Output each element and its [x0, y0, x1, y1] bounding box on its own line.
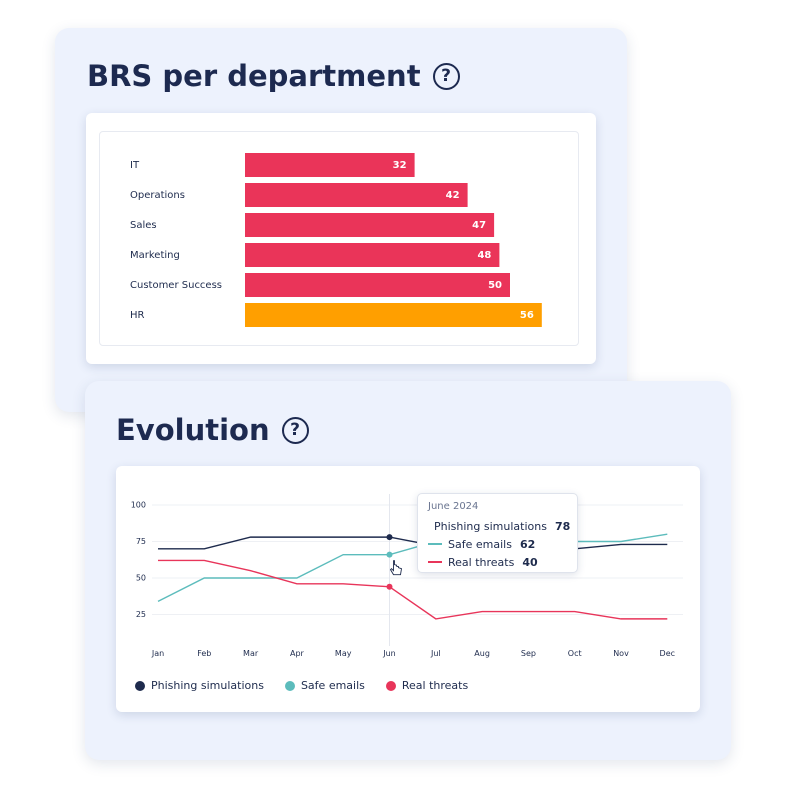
- bar-value-customer-success: 50: [488, 280, 502, 291]
- legend-label-threats: Real threats: [401, 679, 469, 692]
- bar-label-it: IT: [130, 160, 140, 171]
- x-tick-label-dec: Dec: [660, 649, 675, 658]
- series-line-threats: [158, 559, 668, 620]
- bar-operations: [245, 183, 468, 207]
- x-tick-label-aug: Aug: [474, 649, 490, 658]
- x-tick-label-mar: Mar: [243, 649, 259, 658]
- bar-value-it: 32: [393, 160, 407, 171]
- tooltip-swatch-threats: [428, 561, 442, 563]
- y-tick-label-75: 75: [136, 537, 146, 546]
- x-tick-label-oct: Oct: [568, 649, 582, 658]
- legend-item-safe[interactable]: Safe emails: [284, 679, 365, 692]
- legend-dot-phishing: [135, 680, 145, 691]
- bar-label-operations: Operations: [130, 190, 185, 201]
- x-tick-label-jun: Jun: [382, 649, 396, 658]
- bar-sales: [245, 213, 495, 237]
- hover-point-safe: [386, 551, 393, 558]
- legend-label-phishing: Phishing simulations: [151, 679, 264, 692]
- y-tick-label-25: 25: [136, 610, 146, 619]
- bar-customer-success: [245, 273, 510, 297]
- brs-chart-frame: IT 32 Operations 42 Sales 47 Marketing 48 Custom…: [99, 131, 579, 346]
- brs-panel: BRS per department ? IT 32 Operations 42 Sal…: [55, 28, 627, 412]
- brs-bar-chart: IT 32 Operations 42 Sales 47 Marketing 48 Custom…: [130, 153, 542, 327]
- tooltip-value-safe: 62: [519, 537, 536, 551]
- bar-hr: [245, 303, 542, 327]
- brs-chart-card: IT 32 Operations 42 Sales 47 Marketing 48 Custom…: [86, 113, 596, 364]
- brs-title-text: BRS per department: [87, 59, 421, 93]
- bar-value-hr: 56: [520, 310, 534, 321]
- tooltip-value-threats: 40: [522, 555, 538, 569]
- hover-point-phishing: [386, 534, 393, 541]
- y-tick-label-50: 50: [136, 574, 146, 583]
- series-line-phishing: [158, 536, 668, 551]
- evolution-panel-title: Evolution ?: [116, 413, 309, 447]
- legend-label-safe: Safe emails: [300, 679, 365, 692]
- chart-legend: Phishing simulations Safe emails Real th…: [135, 679, 489, 692]
- tooltip-label-threats: Real threats: [448, 555, 515, 569]
- x-tick-label-jan: Jan: [151, 649, 164, 658]
- help-icon[interactable]: ?: [281, 416, 309, 444]
- legend-item-threats[interactable]: Real threats: [385, 679, 469, 692]
- bar-value-marketing: 48: [477, 250, 491, 261]
- evolution-line-chart: 25 50 75 100 Jan Feb Mar Apr May Jun Jul Aug Sep Oct N…: [131, 494, 683, 658]
- tooltip-label-phishing: Phishing simulations: [434, 519, 547, 533]
- x-tick-label-jul: Jul: [430, 649, 441, 658]
- bar-value-sales: 47: [472, 220, 486, 231]
- bar-label-sales: Sales: [130, 220, 157, 231]
- x-tick-label-feb: Feb: [197, 649, 211, 658]
- evolution-chart-card: 25 50 75 100 Jan Feb Mar Apr May Jun Jul Aug Sep Oct N…: [116, 466, 700, 712]
- hover-point-threats: [386, 583, 393, 590]
- tooltip-value-phishing: 78: [554, 519, 571, 533]
- bar-label-hr: HR: [130, 310, 145, 321]
- legend-item-phishing[interactable]: Phishing simulations: [135, 679, 264, 692]
- series-line-safe: [157, 533, 668, 602]
- evolution-title-text: Evolution: [116, 413, 270, 447]
- pointer-cursor-icon: [389, 560, 403, 576]
- legend-dot-safe: [284, 680, 295, 691]
- brs-panel-title: BRS per department ?: [87, 59, 460, 93]
- tooltip-row-threats: Real threats 40: [428, 553, 567, 571]
- help-icon[interactable]: ?: [432, 62, 460, 90]
- bar-value-operations: 42: [446, 190, 460, 201]
- tooltip-title: June 2024: [428, 501, 479, 512]
- tooltip-swatch-safe: [428, 543, 442, 545]
- chart-tooltip: June 2024 Phishing simulations 78 Safe e…: [417, 493, 578, 573]
- tooltip-row-safe: Safe emails 62: [428, 535, 567, 553]
- tooltip-label-safe: Safe emails: [448, 537, 512, 551]
- x-tick-label-may: May: [335, 649, 352, 658]
- evolution-panel: Evolution ? 25 50 75 100 Jan Feb Mar Apr May Jun J…: [85, 381, 731, 760]
- bar-label-marketing: Marketing: [130, 250, 180, 261]
- bar-label-customer-success: Customer Success: [130, 280, 222, 291]
- legend-dot-threats: [385, 680, 396, 691]
- x-tick-label-nov: Nov: [613, 649, 629, 658]
- x-tick-label-sep: Sep: [521, 649, 536, 658]
- x-tick-label-apr: Apr: [290, 649, 305, 658]
- bar-it: [245, 153, 415, 177]
- tooltip-row-phishing: Phishing simulations 78: [428, 517, 571, 535]
- bar-marketing: [245, 243, 500, 267]
- y-tick-label-100: 100: [131, 501, 146, 510]
